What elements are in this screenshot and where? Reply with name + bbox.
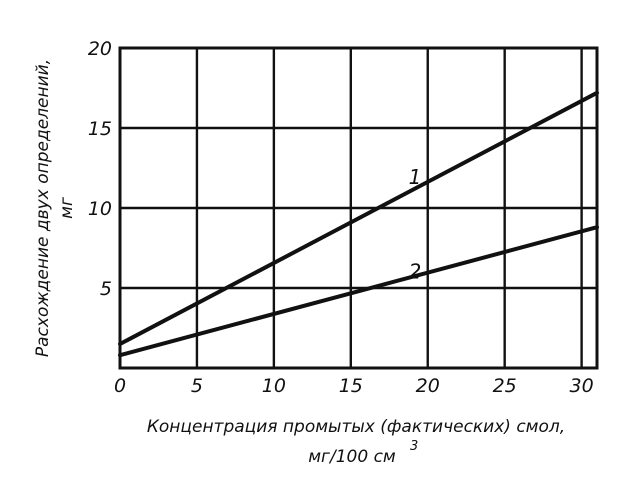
series-label-2: 2 [409,259,422,283]
x-axis-label: Концентрация промытых (фактических) смол… [147,417,565,437]
y-axis-label: Расхождение двух определений, [33,59,53,357]
x-tick-label-25: 25 [493,375,517,397]
x-axis-unit-superscript: 3 [410,439,418,454]
grid [120,48,597,368]
x-tick-label-10: 10 [262,375,286,397]
x-tick-label-5: 5 [191,375,203,397]
series-label-1: 1 [409,165,422,189]
y-tick-label-20: 20 [88,38,112,60]
x-tick-label-15: 15 [339,375,363,397]
y-tick-label-15: 15 [88,118,112,140]
series-labels: 12 [409,165,422,283]
x-tick-labels: 0 5 10 15 20 25 30 [114,375,594,397]
x-axis-unit-label: мг/100 см [308,447,396,467]
series-line-1 [118,90,599,346]
y-axis-unit-label: мг [57,197,77,219]
x-tick-label-20: 20 [416,375,440,397]
y-axis-title: Расхождение двух определений, [33,59,53,357]
y-tick-label-5: 5 [100,278,112,300]
plot-frame [118,46,599,370]
series-line-2 [118,225,599,358]
x-tick-label-30: 30 [570,375,594,397]
y-tick-labels: 5 10 15 20 [88,38,112,300]
y-axis-unit: мг [57,197,77,219]
x-tick-label-0: 0 [114,375,126,397]
y-tick-label-10: 10 [88,198,112,220]
series-lines [118,90,599,358]
